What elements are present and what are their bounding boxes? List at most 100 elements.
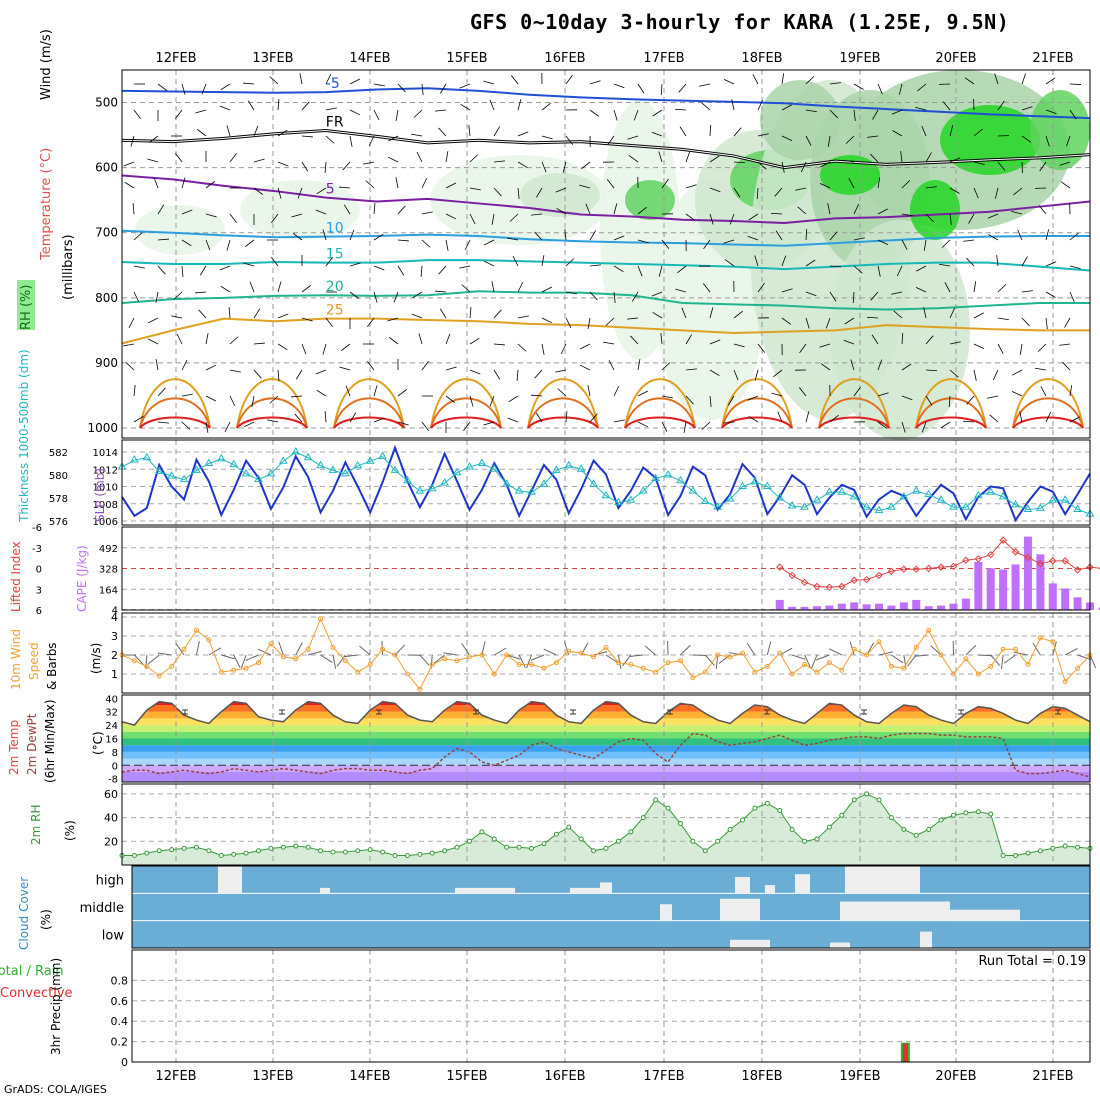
upper-wind-barb	[925, 395, 933, 406]
upper-wind-barb	[1040, 386, 1047, 397]
upper-wind-barb	[754, 369, 759, 381]
upper-wind-barb	[613, 291, 616, 303]
upper-wind-barb	[925, 335, 934, 345]
upper-wind-barb	[733, 161, 746, 164]
lowlevel-contour	[721, 378, 793, 429]
rh2m-point	[578, 836, 584, 842]
upper-wind-barb	[181, 393, 193, 397]
upper-wind-barb	[176, 333, 183, 345]
upper-wind-barb	[373, 83, 385, 87]
upper-wind-barb	[565, 135, 574, 145]
wind-tick-label: 1	[111, 668, 118, 681]
upper-wind-barb	[870, 291, 879, 301]
upper-wind-barb	[395, 109, 399, 121]
thickness-point	[601, 490, 611, 499]
upper-wind-barb	[795, 187, 807, 191]
li-tick-label: -3	[32, 544, 42, 555]
wind-speed-point	[1025, 662, 1031, 667]
surface-wind-barb	[332, 654, 337, 669]
cape-bar	[986, 568, 995, 610]
upper-wind-barb	[658, 151, 663, 163]
rh-legend-swatch	[17, 280, 35, 330]
temperature-band	[122, 731, 1090, 739]
cape-bar	[1098, 607, 1100, 610]
upper-wind-barb	[872, 109, 879, 120]
upper-wind-barb	[493, 343, 505, 346]
upper-wind-barb	[579, 184, 591, 189]
surface-wind-barb	[195, 641, 200, 656]
cloud-patch	[720, 898, 760, 921]
rh2m-point	[802, 838, 808, 844]
upper-wind-barb	[251, 395, 255, 407]
upper-wind-barb	[147, 158, 159, 163]
upper-wind-barb	[973, 281, 977, 293]
upper-wind-barb	[565, 258, 575, 267]
temp-axis-labels: 2m Temp 2m DewPt (6hr Min/Max) (°C)	[7, 700, 105, 784]
rh2m-point	[442, 848, 448, 854]
wind-tick-label: 4	[111, 611, 118, 624]
wind-speed-point	[591, 654, 597, 660]
upper-wind-barb	[277, 187, 282, 199]
upper-wind-barb	[797, 206, 807, 215]
surface-wind-barb	[1032, 642, 1041, 656]
wind-speed-point	[330, 644, 336, 650]
upper-wind-barb	[805, 291, 817, 297]
rh2m-point	[752, 805, 758, 811]
upper-wind-barb	[421, 177, 428, 189]
contour-label: 10	[326, 221, 344, 237]
upper-wind-barb	[771, 392, 783, 397]
thickness-point	[688, 486, 698, 494]
precip-tick-label: 0.8	[111, 974, 129, 987]
upper-wind-barb	[949, 125, 954, 137]
thickness-point	[477, 458, 487, 466]
rh-fill-area-14	[1030, 90, 1090, 170]
wind-speed-point	[243, 665, 249, 671]
upper-wind-barb	[770, 212, 783, 215]
thickness-point	[527, 487, 536, 495]
upper-wind-barb	[820, 161, 831, 168]
thickness-point	[899, 491, 909, 500]
lowlevel-contour	[527, 378, 599, 429]
upper-wind-barb	[534, 369, 543, 379]
wind-speed-point	[677, 658, 683, 664]
upper-wind-barb	[541, 343, 545, 355]
wind-speed-point	[181, 646, 187, 652]
upper-wind-barb	[517, 99, 522, 111]
upper-wind-barb	[373, 417, 385, 423]
cape-bar	[1073, 597, 1082, 610]
rh2m-point	[491, 836, 497, 842]
lifted-index-point	[937, 563, 945, 571]
upper-wind-barb	[535, 187, 543, 198]
rh2m-point	[1050, 845, 1056, 851]
min-max-marker	[473, 709, 479, 715]
precip-tick-label: 0.2	[111, 1036, 129, 1049]
thickness-point	[651, 473, 661, 481]
wind-speed-point	[950, 671, 956, 677]
min-max-marker	[764, 709, 770, 715]
thickness-point	[291, 447, 301, 455]
temp-tick-label: 40	[105, 694, 118, 705]
upper-wind-barb	[489, 99, 495, 111]
upper-wind-barb	[421, 421, 429, 432]
lowlevel-contour	[527, 416, 599, 429]
upper-wind-barb	[949, 157, 961, 163]
temperature-contour--5	[121, 87, 1091, 120]
rh2m-point	[516, 844, 522, 850]
upper-wind-barb	[445, 182, 456, 189]
rh-fill-area-0	[135, 205, 225, 255]
upper-wind-barb	[512, 256, 519, 267]
upper-wind-barb	[531, 394, 543, 397]
wind-speed-point	[479, 652, 485, 658]
cape-bar	[1036, 554, 1045, 610]
thickness-point	[130, 455, 139, 463]
upper-wind-barb	[325, 107, 337, 111]
li-axis-labels: Lifted Index CAPE (J/kg)	[9, 541, 89, 612]
wind-speed-point	[628, 662, 634, 667]
cloud-axis-labels: Cloud Cover (%)	[17, 877, 53, 950]
wind-speed-point	[926, 627, 932, 633]
upper-wind-barb	[709, 307, 714, 319]
temp-tick-label: 8	[112, 748, 118, 759]
upper-wind-barb	[445, 366, 457, 371]
upper-wind-barb	[493, 187, 502, 197]
upper-wind-barb	[560, 343, 567, 355]
